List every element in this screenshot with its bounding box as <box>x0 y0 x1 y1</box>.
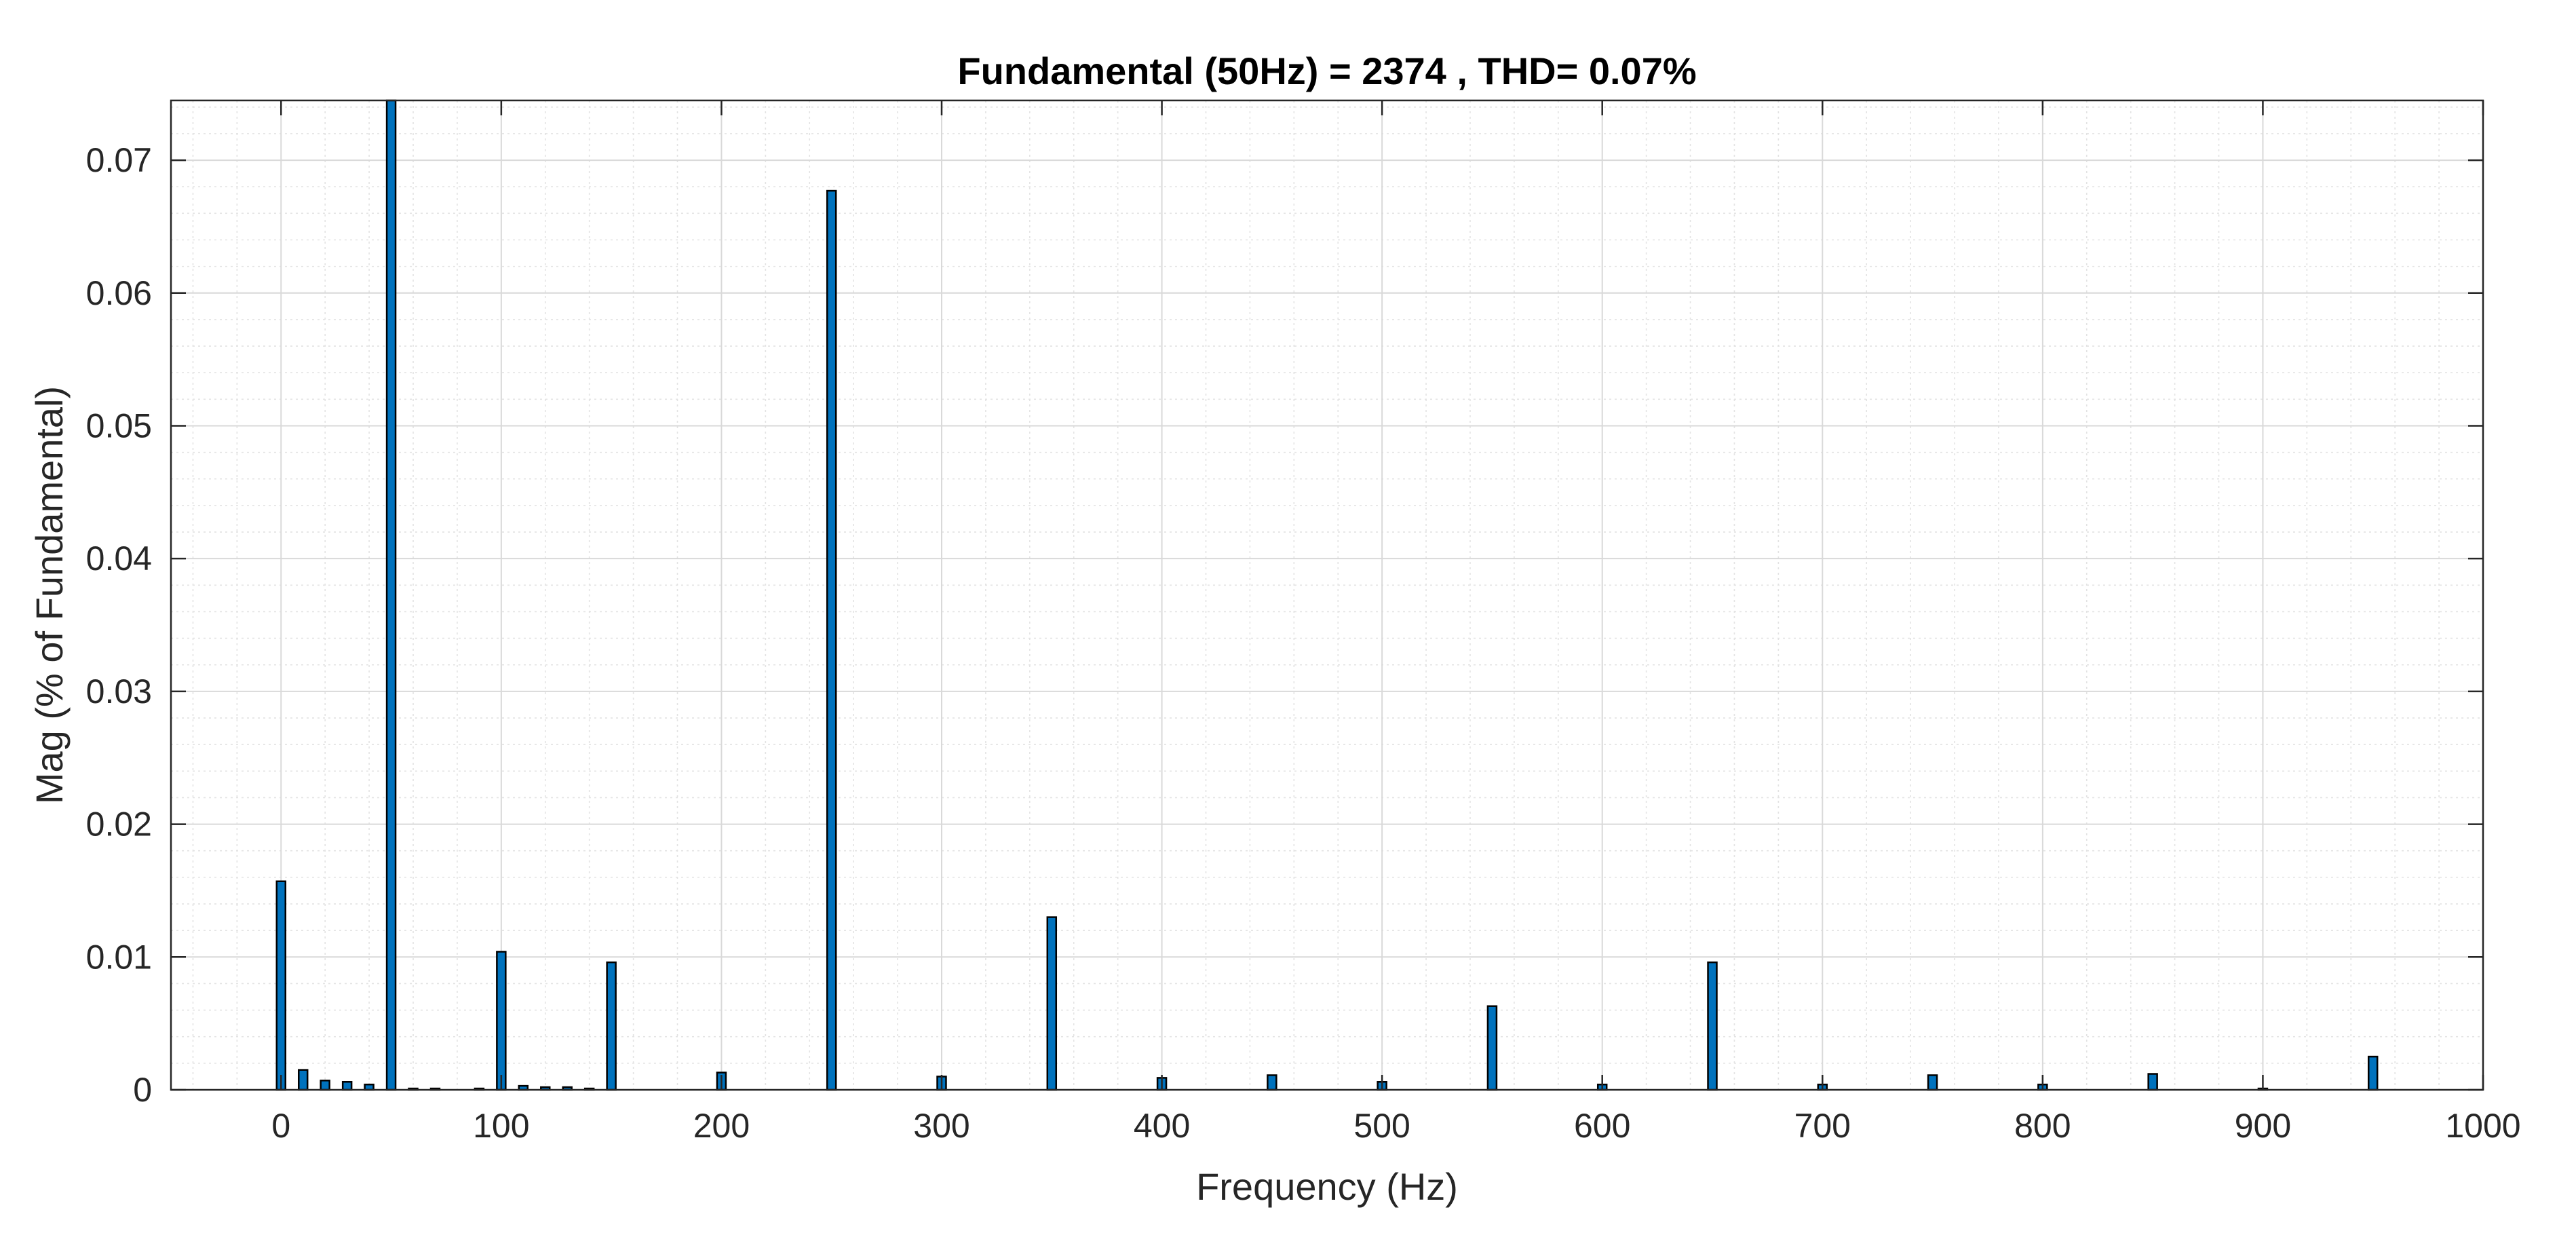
x-tick-label: 400 <box>1134 1107 1190 1145</box>
y-tick-label: 0.02 <box>86 805 152 843</box>
bar <box>2147 1073 2158 1091</box>
y-axis-label: Mag (% of Fundamental) <box>28 386 71 804</box>
axes-box <box>170 99 2484 1091</box>
chart-title: Fundamental (50Hz) = 2374 , THD= 0.07% <box>957 50 1696 92</box>
x-axis-label: Frequency (Hz) <box>1196 1165 1458 1208</box>
x-tick-label: 200 <box>693 1107 750 1145</box>
bar <box>341 1081 353 1091</box>
bar <box>1486 1005 1498 1091</box>
x-tick-label: 300 <box>913 1107 969 1145</box>
x-tick-label: 1000 <box>2445 1107 2520 1145</box>
x-tick-label: 100 <box>473 1107 529 1145</box>
bar <box>1707 961 1718 1091</box>
bar <box>320 1080 330 1091</box>
bar <box>275 880 287 1091</box>
y-tick-label: 0.07 <box>86 141 152 179</box>
bar <box>1267 1074 1277 1091</box>
bar <box>298 1069 309 1091</box>
bar <box>1046 916 1058 1091</box>
minor-grid <box>171 100 2483 1090</box>
x-tick-label: 0 <box>271 1107 290 1145</box>
bar <box>496 951 507 1091</box>
y-tick-labels: 0 0.01 0.02 0.03 0.04 0.05 0.06 0.07 <box>86 141 152 1109</box>
y-tick-label: 0.06 <box>86 274 152 312</box>
bar <box>606 961 617 1091</box>
bar <box>2367 1055 2379 1091</box>
y-tick-label: 0.04 <box>86 539 152 577</box>
tick-marks <box>171 100 2484 1091</box>
y-tick-label: 0.01 <box>86 938 152 976</box>
y-tick-label: 0 <box>133 1071 152 1109</box>
plot-area <box>171 100 2483 1090</box>
x-tick-label: 700 <box>1794 1107 1851 1145</box>
bar <box>385 99 397 1091</box>
x-tick-label: 900 <box>2235 1107 2291 1145</box>
y-tick-label: 0.03 <box>86 672 152 710</box>
bar <box>1927 1074 1938 1091</box>
y-tick-label: 0.05 <box>86 406 152 444</box>
x-tick-label: 600 <box>1574 1107 1630 1145</box>
bar <box>826 189 837 1091</box>
x-tick-label: 500 <box>1353 1107 1410 1145</box>
x-tick-labels: 0 100 200 300 400 500 600 700 800 900 1000 <box>271 1107 2520 1145</box>
x-tick-label: 800 <box>2014 1107 2071 1145</box>
